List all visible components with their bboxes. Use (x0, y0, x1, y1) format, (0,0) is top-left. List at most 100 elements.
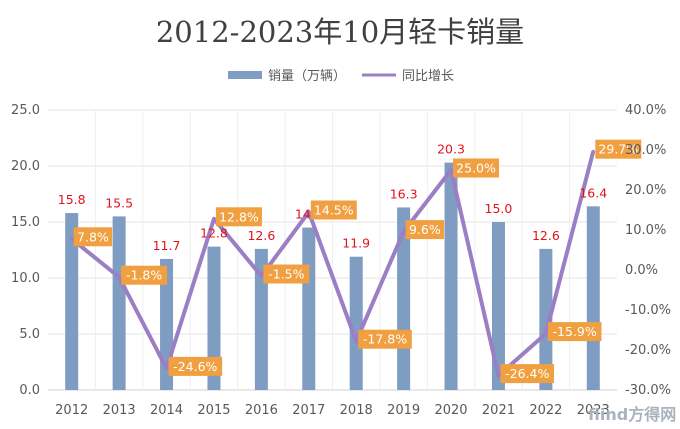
legend: 销量（万辆） 同比增长 (228, 69, 454, 84)
bar-value-label: 20.3 (437, 142, 465, 157)
legend-line-label: 同比增长 (402, 69, 454, 84)
bar-value-label: 16.4 (579, 185, 607, 200)
bar-value-label: 12.6 (247, 228, 275, 243)
growth-label-text: -24.6% (173, 359, 217, 374)
growth-label-text: 7.8% (77, 229, 109, 244)
left-axis-tick: 5.0 (19, 327, 40, 342)
growth-label-text: -15.9% (553, 324, 597, 339)
growth-label-text: -1.5% (268, 267, 304, 282)
x-axis-tick: 2012 (55, 403, 88, 418)
bar-value-label: 11.9 (342, 236, 370, 251)
bar-value-label: 15.8 (58, 192, 86, 207)
bar (539, 248, 553, 390)
growth-label-text: -17.8% (363, 332, 407, 347)
growth-label-box (215, 207, 262, 227)
watermark: fiind方得网 (588, 405, 676, 424)
data-labels: 15.8 15.511.712.8 12.614.511.916.320.315.0… (58, 139, 642, 384)
growth-label: 14.5% (310, 200, 357, 220)
growth-label-text: 29.7% (598, 142, 638, 157)
legend-bar-swatch (228, 71, 262, 79)
bar (491, 222, 505, 390)
bar (444, 162, 458, 390)
left-axis-tick: 0.0 (19, 383, 40, 398)
growth-label-text: 9.6% (409, 222, 441, 237)
left-axis-tick: 15.0 (11, 215, 40, 230)
growth-label-text: -1.8% (126, 268, 162, 283)
bar-value-label: 12.6 (532, 228, 560, 243)
growth-label: 12.8% (215, 207, 262, 227)
right-axis-tick: 10.0% (625, 223, 666, 238)
bar (254, 248, 268, 390)
line-point (307, 210, 311, 214)
bar (302, 227, 316, 390)
growth-label-box (595, 139, 642, 159)
bar (112, 216, 126, 390)
left-axis-tick: 20.0 (11, 159, 40, 174)
bar-value-label: 16.3 (390, 186, 418, 201)
growth-label-box (121, 265, 168, 285)
right-axis-tick: 30.0% (625, 143, 666, 158)
line-point (259, 274, 263, 278)
x-axis-tick: 2017 (292, 403, 325, 418)
bar (207, 246, 221, 390)
x-axis-tick: 2023 (577, 403, 610, 418)
growth-label-box (168, 356, 223, 376)
growth-label-text: -26.4% (505, 366, 549, 381)
growth-label: -26.4% (500, 364, 555, 384)
right-axis-tick: -20.0% (625, 343, 671, 358)
right-axis-tick: 40.0% (625, 103, 666, 118)
bar (65, 213, 79, 390)
growth-label: 7.8% (73, 227, 113, 247)
growth-label: 9.6% (405, 220, 445, 240)
growth-label: -15.9% (547, 322, 602, 342)
growth-label: -1.5% (263, 264, 310, 284)
growth-label-box (310, 200, 357, 220)
x-axis-tick: 2014 (150, 403, 183, 418)
growth-label-box (263, 264, 310, 284)
line-point (165, 366, 169, 370)
growth-label-box (358, 329, 412, 349)
bar (586, 206, 600, 390)
growth-label: -1.8% (121, 265, 168, 285)
growth-label: -24.6% (168, 356, 223, 376)
left-axis-tick: 25.0 (11, 103, 40, 118)
line-point (591, 149, 595, 153)
growth-label: 29.7% (595, 139, 642, 159)
bar-value-label: 12.8 (200, 226, 228, 241)
growth-label-box (453, 158, 500, 178)
x-axis-tick: 2016 (245, 403, 278, 418)
line-point (212, 217, 216, 221)
x-axis-tick: 2018 (340, 403, 373, 418)
growth-label-text: 25.0% (456, 161, 496, 176)
right-axis-tick: 0.0% (625, 263, 658, 278)
chart-title: 2012-2023年10月轻卡销量 (156, 15, 524, 49)
axis-ticks: 0.0 5.0 10.0 15.0 20.0 25.0 -30.0% -20.0% -10.0%… (11, 103, 671, 418)
bar-value-label: 11.7 (153, 238, 181, 253)
bar (349, 256, 363, 390)
bar-value-label: 15.5 (105, 195, 133, 210)
x-axis-tick: 2015 (197, 403, 230, 418)
left-axis-tick: 10.0 (11, 271, 40, 286)
legend-bar-label: 销量（万辆） (268, 69, 346, 84)
right-axis-tick: -30.0% (625, 383, 671, 398)
line-point (449, 168, 453, 172)
growth-label-text: 14.5% (314, 203, 354, 218)
line-point (402, 230, 406, 234)
line-point (70, 237, 74, 241)
line-point (496, 374, 500, 378)
growth-label-box (73, 227, 113, 247)
growth-label: -17.8% (358, 329, 412, 349)
growth-label-box (405, 220, 445, 240)
x-axis-tick: 2022 (529, 403, 562, 418)
growth-label-box (500, 364, 555, 384)
right-axis-tick: -10.0% (625, 303, 671, 318)
right-axis-tick: 20.0% (625, 183, 666, 198)
x-axis-tick: 2020 (434, 403, 467, 418)
x-axis-tick: 2013 (103, 403, 136, 418)
line-point (354, 339, 358, 343)
growth-label-text: 12.8% (219, 209, 259, 224)
x-axis-tick: 2019 (387, 403, 420, 418)
line-point (544, 332, 548, 336)
